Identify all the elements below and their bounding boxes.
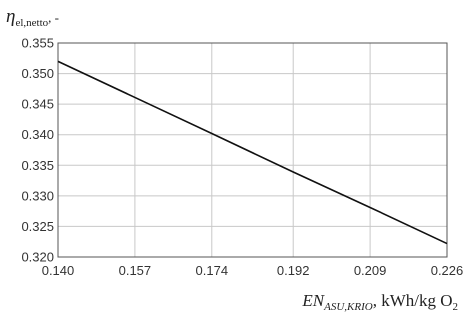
series-layer [57, 60, 448, 245]
y-tick-label: 0.335 [21, 158, 54, 173]
y-axis-subscript: el,netto [15, 17, 48, 29]
y-axis-title: ηel,netto, - [6, 6, 59, 29]
x-axis-unit-subscript: 2 [453, 301, 459, 313]
x-tick-label: 0.209 [354, 263, 387, 278]
y-axis-unit: , - [48, 10, 59, 25]
x-axis-unit: , kWh/kg O [373, 291, 453, 310]
x-axis-subscript: ASU,KRIO [323, 301, 373, 313]
y-tick-label: 0.340 [21, 127, 54, 142]
series-line [57, 60, 448, 245]
grid [57, 42, 448, 258]
y-tick-labels: 0.320 0.325 0.330 0.335 0.340 0.345 0.350 0.355 [21, 36, 54, 265]
y-tick-label: 0.325 [21, 219, 54, 234]
x-tick-label: 0.192 [277, 263, 310, 278]
x-tick-label: 0.140 [42, 263, 75, 278]
x-tick-labels: 0.140 0.157 0.174 0.192 0.209 0.226 [42, 263, 464, 278]
x-tick-label: 0.174 [196, 263, 229, 278]
y-tick-label: 0.330 [21, 188, 54, 203]
y-axis-symbol: η [6, 6, 15, 27]
y-tick-label: 0.355 [21, 36, 54, 51]
x-axis-title: ENASU,KRIO, kWh/kg O2 [301, 291, 458, 313]
y-tick-label: 0.350 [21, 66, 54, 81]
plot-frame [57, 42, 448, 258]
x-tick-label: 0.226 [431, 263, 464, 278]
x-axis-symbol: EN [301, 291, 325, 310]
x-tick-label: 0.157 [119, 263, 152, 278]
y-tick-label: 0.320 [21, 250, 54, 265]
y-tick-label: 0.345 [21, 97, 54, 112]
